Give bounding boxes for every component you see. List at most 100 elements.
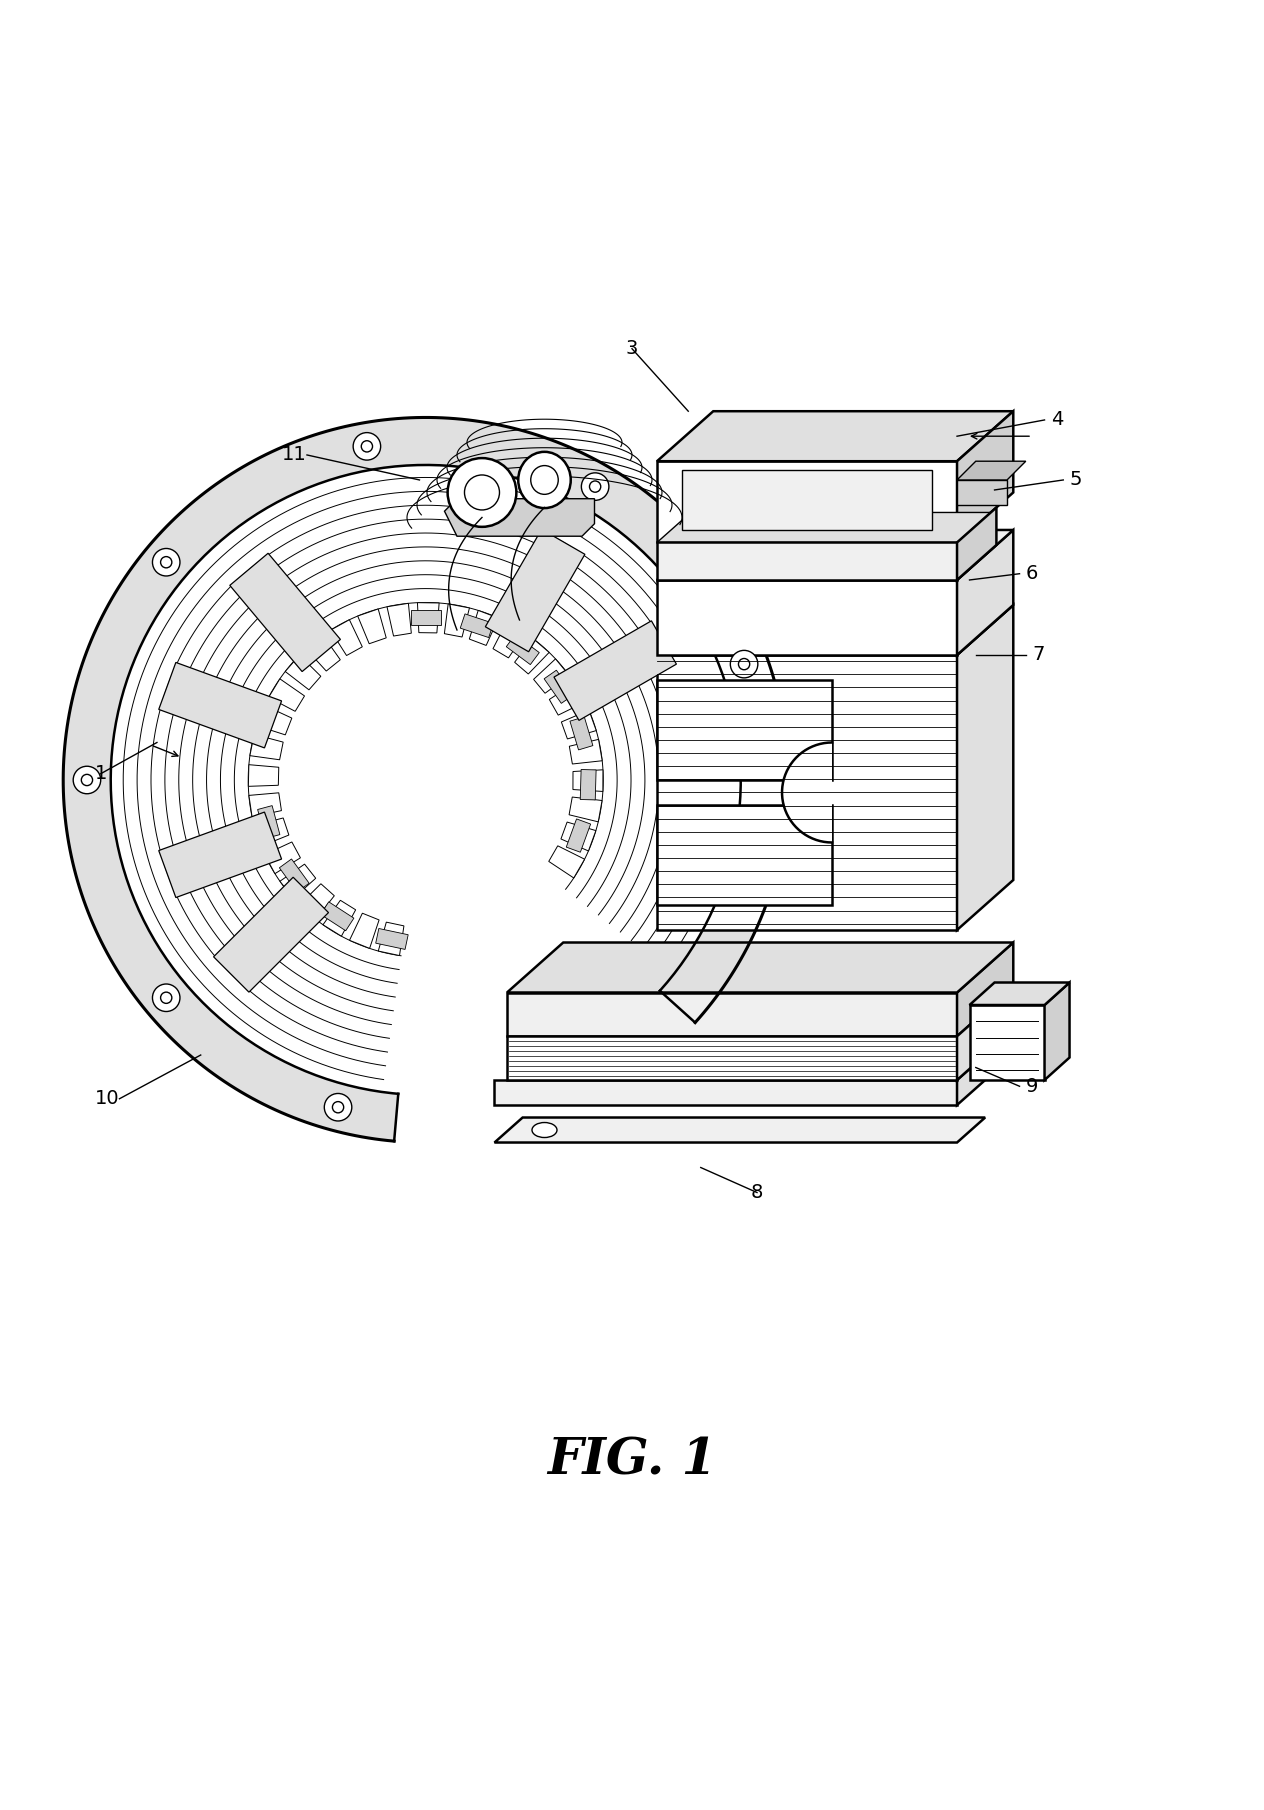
Polygon shape	[249, 793, 282, 816]
Text: 6: 6	[1026, 565, 1038, 583]
Polygon shape	[230, 554, 340, 672]
Polygon shape	[279, 863, 316, 898]
Polygon shape	[214, 878, 329, 992]
Polygon shape	[358, 608, 387, 644]
Polygon shape	[657, 543, 957, 579]
Polygon shape	[957, 1055, 985, 1106]
Ellipse shape	[81, 775, 92, 786]
Ellipse shape	[581, 472, 609, 500]
Polygon shape	[460, 614, 493, 637]
Polygon shape	[514, 639, 549, 673]
Polygon shape	[279, 860, 310, 892]
Polygon shape	[561, 710, 597, 738]
Ellipse shape	[73, 766, 101, 795]
Polygon shape	[248, 764, 279, 786]
Polygon shape	[957, 462, 1026, 480]
Polygon shape	[485, 529, 585, 652]
Polygon shape	[469, 610, 498, 646]
Polygon shape	[378, 921, 404, 956]
Ellipse shape	[332, 1102, 344, 1113]
Polygon shape	[957, 480, 1007, 505]
Polygon shape	[493, 623, 526, 657]
Polygon shape	[445, 500, 594, 536]
Polygon shape	[264, 842, 301, 874]
Ellipse shape	[531, 465, 559, 494]
Ellipse shape	[325, 1093, 351, 1120]
Polygon shape	[375, 929, 408, 950]
Polygon shape	[569, 796, 602, 822]
Ellipse shape	[153, 985, 179, 1012]
Polygon shape	[957, 411, 1014, 543]
Polygon shape	[957, 507, 996, 579]
Text: 1: 1	[95, 764, 107, 784]
Ellipse shape	[353, 433, 380, 460]
Ellipse shape	[532, 1122, 557, 1137]
Polygon shape	[969, 983, 1069, 1005]
Ellipse shape	[447, 458, 517, 527]
Polygon shape	[657, 579, 957, 655]
Polygon shape	[549, 845, 584, 878]
Polygon shape	[254, 818, 289, 847]
Ellipse shape	[731, 650, 758, 679]
Polygon shape	[657, 605, 1014, 655]
Polygon shape	[957, 986, 1014, 1081]
Polygon shape	[561, 822, 595, 851]
Polygon shape	[63, 418, 789, 1140]
Polygon shape	[554, 621, 676, 720]
Polygon shape	[507, 1037, 957, 1081]
Polygon shape	[411, 610, 441, 624]
Polygon shape	[569, 738, 602, 764]
Polygon shape	[580, 769, 597, 800]
Polygon shape	[544, 670, 574, 704]
Polygon shape	[507, 635, 540, 664]
Polygon shape	[286, 655, 321, 690]
Polygon shape	[570, 717, 593, 749]
Polygon shape	[387, 603, 411, 635]
Polygon shape	[350, 914, 379, 948]
Polygon shape	[258, 805, 279, 838]
Polygon shape	[657, 655, 957, 930]
Polygon shape	[957, 943, 1014, 1037]
Polygon shape	[507, 992, 957, 1037]
Ellipse shape	[161, 992, 172, 1003]
Ellipse shape	[464, 474, 499, 510]
Polygon shape	[494, 1081, 957, 1106]
Polygon shape	[566, 818, 590, 853]
Polygon shape	[782, 742, 832, 842]
Polygon shape	[657, 530, 1014, 579]
Polygon shape	[957, 605, 1014, 930]
Text: 3: 3	[626, 338, 638, 358]
Polygon shape	[533, 659, 569, 693]
Text: 11: 11	[282, 445, 307, 465]
Polygon shape	[321, 901, 354, 930]
Polygon shape	[657, 805, 832, 905]
Polygon shape	[269, 679, 305, 711]
Polygon shape	[257, 706, 292, 735]
Text: FIG. 1: FIG. 1	[547, 1437, 717, 1486]
Text: 8: 8	[751, 1184, 763, 1202]
Polygon shape	[657, 411, 1014, 462]
Ellipse shape	[518, 452, 571, 509]
Polygon shape	[250, 735, 283, 760]
Polygon shape	[957, 530, 1014, 655]
Ellipse shape	[362, 440, 373, 452]
Polygon shape	[657, 512, 991, 543]
Polygon shape	[417, 603, 439, 634]
Text: 7: 7	[1033, 646, 1044, 664]
Text: 9: 9	[1026, 1077, 1038, 1095]
Polygon shape	[573, 769, 603, 791]
Polygon shape	[657, 681, 832, 780]
Text: 10: 10	[95, 1090, 119, 1108]
Polygon shape	[550, 682, 585, 715]
Polygon shape	[324, 900, 355, 936]
Ellipse shape	[153, 548, 179, 576]
Polygon shape	[969, 1005, 1044, 1081]
Polygon shape	[507, 943, 1014, 992]
Ellipse shape	[161, 557, 172, 568]
Text: 5: 5	[1069, 471, 1082, 489]
Polygon shape	[159, 662, 282, 748]
Polygon shape	[159, 813, 282, 898]
Polygon shape	[330, 619, 363, 655]
Polygon shape	[494, 1117, 985, 1142]
Polygon shape	[300, 883, 334, 919]
